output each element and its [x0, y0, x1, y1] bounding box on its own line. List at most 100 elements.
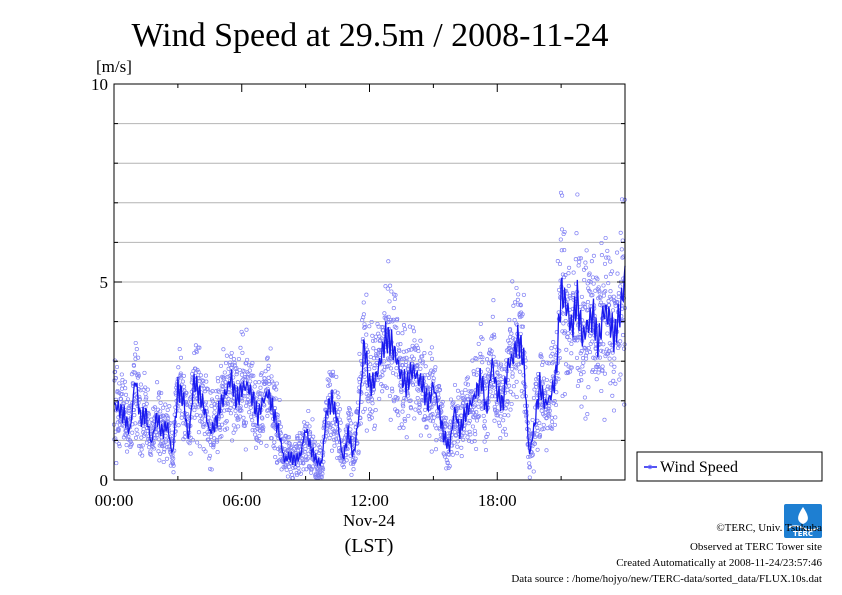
data-point [373, 338, 378, 343]
data-point [308, 430, 313, 435]
data-point [250, 361, 255, 366]
data-point [244, 403, 249, 408]
data-point [563, 273, 568, 278]
data-point [296, 436, 301, 441]
data-point [120, 383, 125, 388]
data-point [515, 297, 520, 302]
data-point [131, 363, 137, 368]
source-text: Data source : /home/hojyo/new/TERC-data/… [511, 573, 822, 585]
data-point [546, 406, 551, 411]
data-point [551, 359, 556, 364]
data-points [112, 190, 627, 481]
data-point [611, 294, 616, 299]
data-point [508, 407, 513, 412]
data-point [444, 466, 449, 471]
data-point [604, 255, 609, 260]
data-point [247, 363, 252, 368]
footer-credits: ©TERC, Univ. Tsukuba Observed at TERC To… [511, 522, 822, 585]
data-point [305, 421, 310, 426]
data-point [161, 405, 166, 410]
data-point [615, 250, 620, 255]
data-point [598, 295, 603, 300]
data-point [583, 260, 588, 265]
data-point [587, 350, 593, 355]
data-point [505, 387, 510, 392]
data-point [409, 347, 414, 352]
data-point [117, 444, 122, 449]
data-point [418, 433, 423, 438]
data-point [300, 450, 305, 455]
data-point [163, 439, 168, 444]
data-point [218, 363, 224, 368]
data-point [371, 346, 376, 351]
data-point [576, 379, 582, 384]
data-point [356, 451, 361, 456]
data-point [212, 410, 217, 415]
data-point [231, 430, 236, 435]
data-point [368, 362, 373, 367]
data-point [591, 253, 596, 258]
data-point [177, 408, 182, 413]
data-point [404, 359, 409, 364]
data-point [514, 379, 519, 384]
data-point [196, 370, 201, 375]
data-point [459, 390, 464, 395]
data-point [611, 369, 616, 374]
data-point [206, 432, 211, 437]
data-point [204, 379, 209, 384]
data-point [517, 369, 522, 374]
data-point [497, 423, 502, 428]
data-point [192, 408, 197, 413]
data-point [492, 418, 497, 423]
data-point [138, 382, 143, 387]
data-point [346, 416, 351, 421]
data-point [416, 348, 421, 354]
data-point [586, 385, 591, 390]
data-point [262, 403, 267, 408]
data-point [612, 356, 617, 361]
data-point [562, 331, 567, 336]
data-point [200, 414, 206, 419]
data-point [615, 271, 620, 276]
data-point [537, 434, 542, 439]
data-point [488, 389, 493, 394]
data-point [417, 405, 422, 410]
data-point [407, 357, 412, 362]
data-point [391, 306, 396, 311]
data-point [407, 348, 412, 353]
data-point [610, 308, 616, 313]
data-point [361, 312, 366, 317]
data-point [514, 285, 519, 291]
data-point [241, 415, 246, 420]
data-point [423, 407, 428, 412]
data-point [578, 304, 583, 309]
data-point [566, 331, 571, 336]
data-point [257, 395, 262, 400]
data-point [400, 331, 405, 336]
data-point [485, 357, 490, 362]
data-point [559, 248, 564, 253]
data-point [267, 381, 272, 386]
data-point [365, 386, 370, 391]
data-point [403, 397, 409, 402]
data-point [401, 323, 407, 328]
data-point [433, 365, 438, 370]
data-point [291, 447, 296, 452]
data-point [572, 336, 577, 341]
data-point [397, 426, 402, 431]
data-point [507, 340, 512, 346]
data-point [425, 416, 430, 421]
wave-icon [787, 525, 819, 531]
data-point [423, 364, 428, 369]
data-point [246, 371, 251, 376]
data-point [394, 372, 399, 377]
data-point [605, 248, 610, 253]
data-point [270, 379, 275, 384]
data-point [418, 338, 423, 343]
data-point [237, 367, 242, 373]
data-point [116, 441, 122, 447]
data-point [503, 432, 509, 437]
data-point [181, 421, 186, 426]
data-point [113, 369, 118, 374]
data-point [475, 414, 480, 419]
